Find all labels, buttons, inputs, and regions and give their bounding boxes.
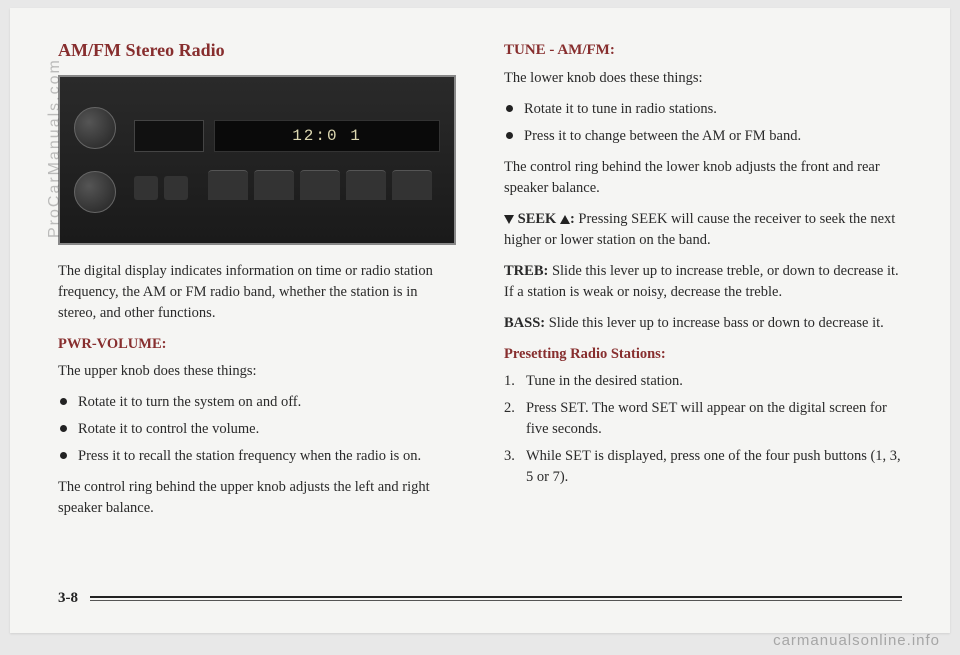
set-button [392, 170, 432, 200]
bottom-watermark: carmanualsonline.info [773, 632, 940, 649]
preset-button [346, 170, 386, 200]
intro-paragraph: The digital display indicates informatio… [58, 261, 456, 324]
pwr-bullet-list: Rotate it to turn the system on and off.… [58, 392, 456, 467]
section-title: AM/FM Stereo Radio [58, 40, 456, 61]
list-item: Rotate it to control the volume. [58, 419, 456, 440]
treb-paragraph: TREB: Slide this lever up to increase tr… [504, 261, 902, 303]
pwr-after-paragraph: The control ring behind the upper knob a… [58, 477, 456, 519]
preset-steps-list: Tune in the desired station. Press SET. … [504, 371, 902, 488]
footer-rule [90, 596, 902, 601]
radio-center: 12:0 1 [116, 120, 440, 200]
tune-bullet-list: Rotate it to tune in radio stations. Pre… [504, 99, 902, 147]
treb-label: TREB: [504, 263, 548, 279]
treb-text: Slide this lever up to increase treble, … [504, 263, 899, 300]
radio-photo: 12:0 1 [58, 75, 456, 245]
left-column: AM/FM Stereo Radio 12:0 1 [58, 40, 456, 529]
page-footer: 3-8 [58, 590, 902, 607]
right-column: TUNE - AM/FM: The lower knob does these … [504, 40, 902, 529]
pwr-intro: The upper knob does these things: [58, 361, 456, 382]
tune-heading: TUNE - AM/FM: [504, 40, 902, 62]
lower-knob [74, 171, 116, 213]
list-item: Press it to recall the station frequency… [58, 446, 456, 467]
arrow-down-icon [504, 215, 514, 224]
list-item: While SET is displayed, press one of the… [504, 446, 902, 488]
page-number: 3-8 [58, 590, 78, 607]
seek-down-button [134, 176, 158, 200]
tune-intro: The lower knob does these things: [504, 68, 902, 89]
preset-button [254, 170, 294, 200]
upper-knob [74, 107, 116, 149]
list-item: Tune in the desired station. [504, 371, 902, 392]
seek-label: SEEK [518, 211, 557, 227]
bass-paragraph: BASS: Slide this lever up to increase ba… [504, 313, 902, 334]
list-item: Rotate it to tune in radio stations. [504, 99, 902, 120]
list-item: Press SET. The word SET will appear on t… [504, 398, 902, 440]
preset-button [208, 170, 248, 200]
preset-button [300, 170, 340, 200]
seek-up-button [164, 176, 188, 200]
knob-stack [74, 107, 116, 213]
arrow-up-icon [560, 215, 570, 224]
seek-paragraph: SEEK : Pressing SEEK will cause the rece… [504, 209, 902, 251]
tune-after-paragraph: The control ring behind the lower knob a… [504, 157, 902, 199]
list-item: Press it to change between the AM or FM … [504, 126, 902, 147]
bass-label: BASS: [504, 315, 545, 331]
two-column-layout: AM/FM Stereo Radio 12:0 1 [58, 40, 902, 529]
pwr-volume-heading: PWR-VOLUME: [58, 334, 456, 355]
preset-heading: Presetting Radio Stations: [504, 344, 902, 365]
manual-page: AM/FM Stereo Radio 12:0 1 [10, 8, 950, 633]
bass-text: Slide this lever up to increase bass or … [549, 315, 884, 331]
radio-brand [134, 120, 204, 152]
list-item: Rotate it to turn the system on and off. [58, 392, 456, 413]
radio-lcd: 12:0 1 [214, 120, 440, 152]
